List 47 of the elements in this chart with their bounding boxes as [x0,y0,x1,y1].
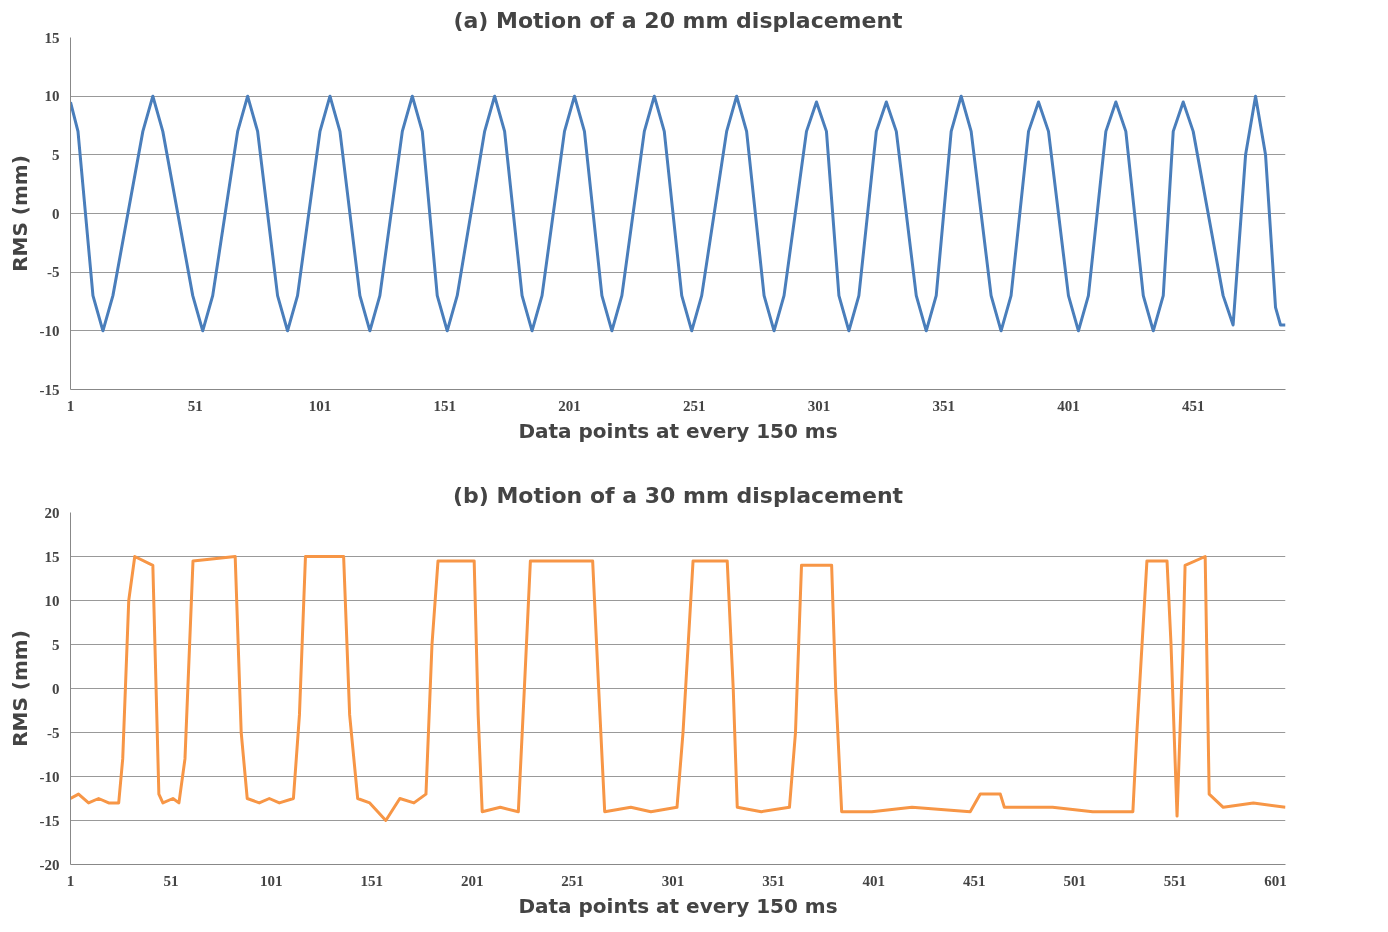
x-tick-label: 401 [1057,397,1080,414]
line-series [70,94,1286,333]
y-tick-label: 5 [52,146,60,163]
x-tick-label: 501 [1063,872,1086,889]
x-tick-label: 1 [66,397,75,414]
y-tick-label: -5 [47,264,60,281]
x-tick-label: 551 [1163,872,1187,889]
y-tick-label: 5 [52,636,60,653]
x-tick-label: 351 [932,397,955,414]
y-tick-label: 20 [44,504,60,521]
x-tick-label: 301 [807,397,831,414]
x-tick-label: 201 [558,397,581,414]
y-tick-label: -15 [39,812,60,829]
x-tick-label: 201 [460,872,484,889]
y-tick-label: -5 [47,724,60,741]
y-tick-label: 10 [44,88,60,105]
x-tick-label: 251 [682,397,706,414]
chart-title: (b) Motion of a 30 mm displacement [452,482,904,508]
y-tick-label: -20 [39,856,60,873]
x-tick-label: 301 [661,872,685,889]
y-tick-label: 10 [44,592,60,609]
x-tick-label: 401 [862,872,886,889]
x-tick-label: 451 [962,872,986,889]
y-tick-label: 15 [44,548,60,565]
y-tick-label: -10 [39,322,60,339]
x-tick-label: 351 [762,872,785,889]
y-axis-title: RMS (mm) [7,630,32,747]
chart-title: (a) Motion of a 20 mm displacement [453,7,904,33]
x-tick-label: 51 [187,397,203,414]
x-tick-label: 151 [433,397,456,414]
x-tick-label: 451 [1181,397,1205,414]
x-tick-label: 251 [561,872,584,889]
x-tick-label: 151 [360,872,383,889]
y-tick-label: -15 [39,381,60,398]
y-axis-title: RMS (mm) [7,155,32,272]
x-tick-label: 101 [260,872,283,889]
y-tick-label: 0 [52,680,60,697]
y-tick-label: 0 [52,205,60,222]
y-tick-label: 15 [44,29,60,46]
y-tick-label: -10 [39,768,60,785]
x-tick-label: 101 [308,397,332,414]
x-axis-title: Data points at every 150 ms [518,418,838,443]
line-series [70,555,1286,822]
x-tick-label: 601 [1264,872,1287,889]
x-axis-title: Data points at every 150 ms [518,893,838,918]
x-tick-label: 51 [163,872,179,889]
x-tick-label: 1 [66,872,75,889]
